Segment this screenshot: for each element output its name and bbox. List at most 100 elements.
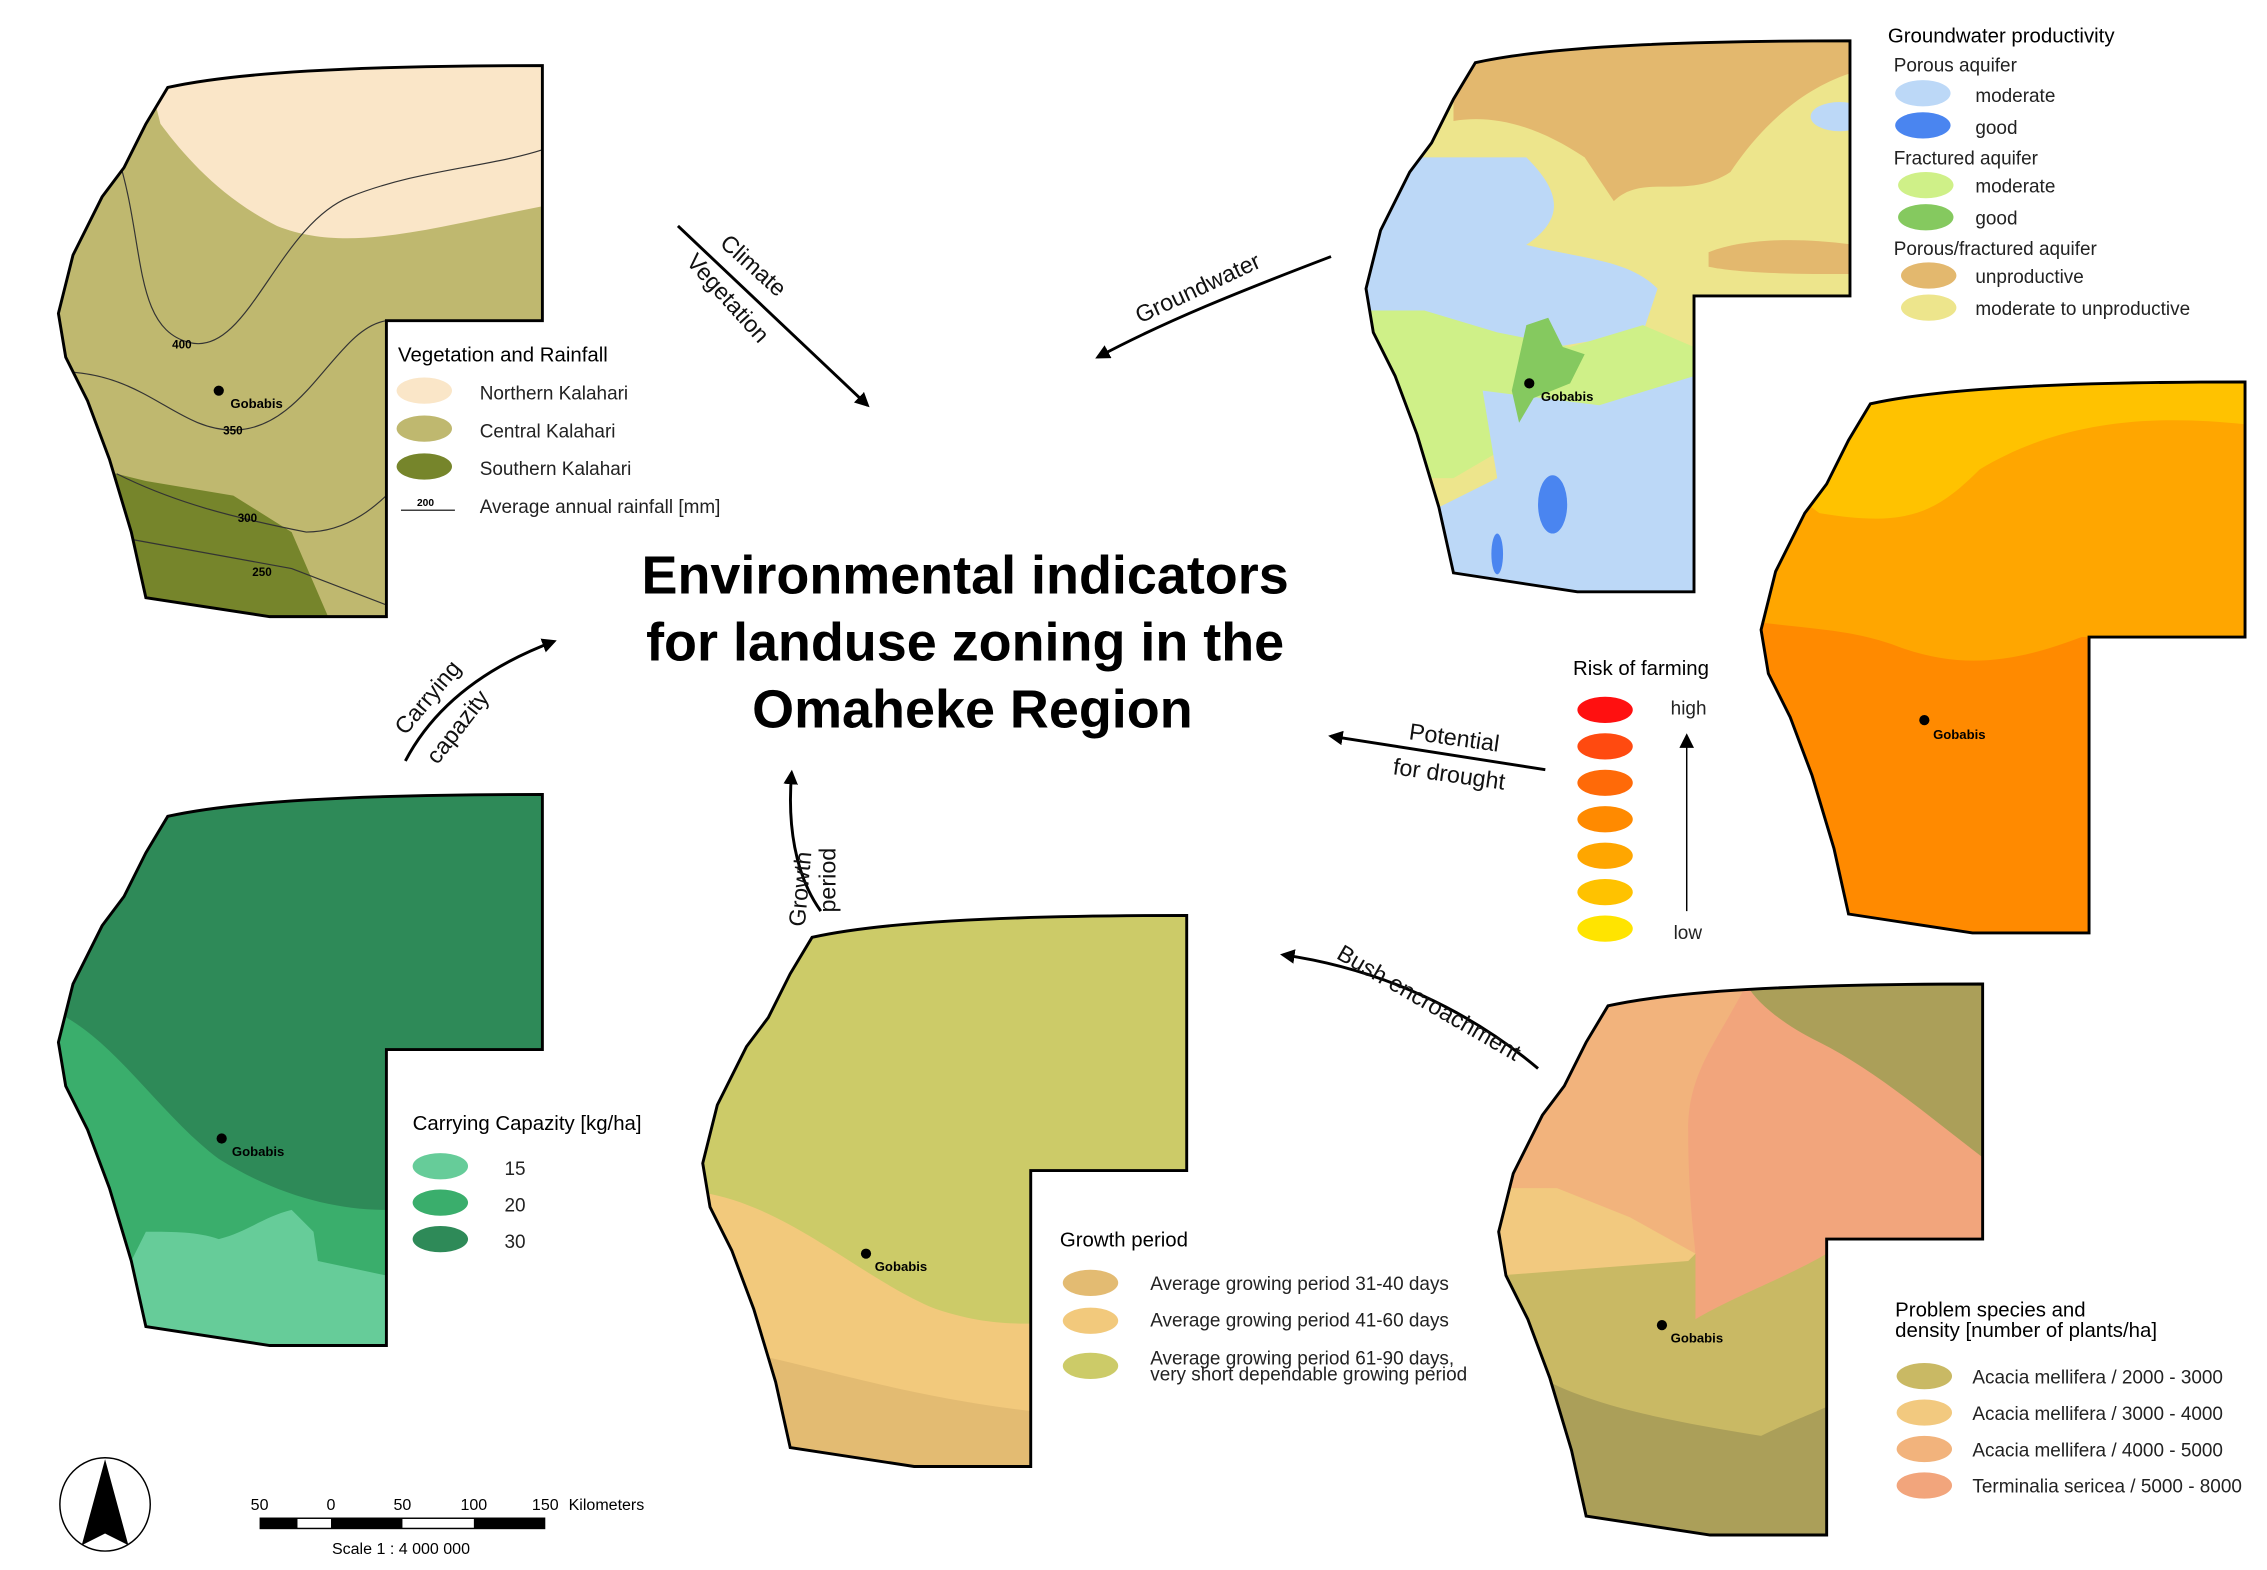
risk-swatch (1577, 696, 1633, 724)
legend-label-high: high (1671, 698, 1707, 719)
legend-title: Risk of farming (1573, 658, 1709, 680)
arrow-drought (1328, 730, 1546, 772)
town-marker (860, 1248, 872, 1259)
scale-tick: 0 (327, 1496, 336, 1514)
town-marker (1919, 715, 1930, 726)
legend-label: Central Kalahari (480, 421, 616, 442)
arrow-climate (676, 224, 870, 408)
arrow-groundwater (1095, 255, 1332, 359)
north-arrow (59, 1457, 151, 1552)
scale-ratio: Scale 1 : 4 000 000 (332, 1540, 470, 1558)
isoline-label: 400 (172, 338, 191, 351)
north-arrow-icon (81, 1459, 129, 1546)
arrow-bush (1280, 949, 1539, 1070)
arrow-label: Bush encroachment (1333, 940, 1526, 1066)
legend-group-label: Porous/fractured aquifer (1894, 239, 2097, 260)
bush-encroachment-map: Gobabis (1497, 982, 1985, 1537)
town-label: Gobabis (875, 1259, 927, 1274)
legend-title: Problem species and (1895, 1299, 2085, 1321)
isoline-250 (131, 538, 387, 606)
town-label: Gobabis (230, 396, 282, 411)
legend-label: Acacia mellifera / 2000 - 3000 (1972, 1367, 2223, 1388)
scale-bar: 50 0 50 100 150 Kilometers Scale 1 : 4 0… (251, 1496, 645, 1558)
legend-label: good (1975, 118, 2017, 139)
scale-tick: 50 (251, 1496, 269, 1514)
legend-label: Acacia mellifera / 4000 - 5000 (1972, 1440, 2223, 1461)
town-marker (216, 1133, 227, 1144)
isoline-350 (58, 320, 387, 431)
legend-label: 20 (504, 1195, 525, 1216)
bush-legend: Problem species and density [number of p… (1895, 1299, 2242, 1499)
carrying-capacity-map: Gobabis (56, 793, 544, 1347)
legend-group-label: Fractured aquifer (1894, 149, 2038, 170)
arrow-label: for drought (1392, 753, 1508, 795)
legend-label: Northern Kalahari (480, 383, 628, 404)
legend-label: Acacia mellifera / 3000 - 4000 (1972, 1404, 2223, 1425)
groundwater-legend: Groundwater productivity Porous aquifer … (1888, 25, 2190, 321)
legend-label: good (1975, 208, 2017, 229)
town-marker (1524, 378, 1535, 389)
risk-swatch (1577, 733, 1633, 760)
legend-label: 200 (417, 498, 434, 509)
risk-swatch (1577, 879, 1633, 906)
scale-tick: 100 (460, 1496, 487, 1514)
legend-label: moderate (1975, 86, 2055, 107)
town-label: Gobabis (1671, 1331, 1723, 1346)
legend-label: Average annual rainfall [mm] (480, 497, 721, 518)
risk-swatch (1577, 806, 1633, 833)
legend-label: unproductive (1975, 267, 2083, 288)
legend-label: very short dependable growing period (1150, 1364, 1467, 1385)
town-marker (1656, 1319, 1668, 1331)
legend-label-low: low (1674, 923, 1703, 944)
legend-label: 30 (504, 1232, 525, 1253)
isoline-label: 250 (252, 566, 271, 579)
legend-label: Southern Kalahari (480, 459, 632, 480)
legend-label: moderate (1975, 176, 2055, 197)
isoline-label: 300 (238, 512, 257, 525)
northern-kalahari-zone (145, 65, 543, 239)
arrow-label: Groundwater (1131, 248, 1264, 329)
legend-label: moderate to unproductive (1975, 299, 2190, 320)
isoline-300 (116, 473, 395, 533)
risk-swatch (1577, 769, 1633, 796)
groundwater-map: Gobabis (1364, 39, 1852, 594)
legend-group-label: Porous aquifer (1894, 55, 2017, 76)
title-line: Environmental indicators (642, 545, 1289, 605)
legend-title: Growth period (1060, 1229, 1188, 1251)
scale-tick: 150 (532, 1496, 559, 1514)
town-label: Gobabis (232, 1144, 284, 1159)
isoline-400 (116, 145, 543, 345)
carrying-capacity-legend: Carrying Capazity [kg/ha] 15 20 30 (412, 1113, 642, 1253)
town-label: Gobabis (1541, 389, 1593, 404)
risk-legend: Risk of farming high low (1573, 658, 1709, 944)
arrow-label: period (814, 848, 840, 913)
vegetation-map: 400 350 300 250 Gobabis (56, 64, 544, 619)
title-line: for landuse zoning in the (646, 612, 1284, 672)
growth-period-map: Gobabis (701, 914, 1189, 1468)
arrow-label: Growth (784, 850, 816, 927)
legend-title: density [number of plants/ha] (1895, 1320, 2157, 1342)
scale-unit: Kilometers (569, 1496, 645, 1514)
legend-title: Groundwater productivity (1888, 25, 2115, 47)
town-marker (213, 385, 224, 396)
legend-label: 15 (504, 1159, 525, 1180)
legend-title: Carrying Capazity [kg/ha] (413, 1113, 642, 1135)
legend-label: Average growing period 61-90 days, (1150, 1348, 1454, 1369)
arrow-growth (783, 769, 822, 912)
legend-label: Terminalia sericea / 5000 - 8000 (1972, 1477, 2241, 1498)
page-title: Environmental indicators for landuse zon… (642, 545, 1289, 739)
risk-swatch (1577, 842, 1633, 869)
legend-title: Vegetation and Rainfall (398, 345, 608, 367)
title-line: Omaheke Region (752, 679, 1193, 739)
legend-label: Average growing period 31-40 days (1150, 1274, 1449, 1295)
risk-map: Gobabis (1759, 380, 2247, 935)
growth-period-legend: Growth period Average growing period 31-… (1060, 1229, 1467, 1385)
legend-label: Average growing period 41-60 days (1150, 1311, 1449, 1332)
isoline-label: 350 (223, 424, 242, 437)
town-label: Gobabis (1933, 727, 1985, 742)
vegetation-legend: Vegetation and Rainfall Northern Kalahar… (396, 345, 721, 518)
risk-swatch (1577, 915, 1633, 942)
scale-tick: 50 (394, 1496, 412, 1514)
arrow-carrying (404, 638, 557, 762)
